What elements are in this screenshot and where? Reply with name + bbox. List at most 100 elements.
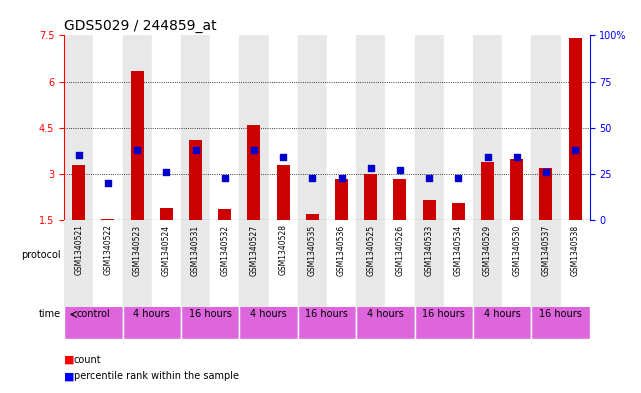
Bar (327, 220, 356, 307)
Text: GSM1340521: GSM1340521 (74, 224, 83, 275)
Bar (394, 178, 406, 220)
Text: GDS5029 / 244859_at: GDS5029 / 244859_at (64, 19, 217, 33)
Text: 4 hours: 4 hours (250, 309, 287, 320)
Text: ■: ■ (64, 371, 74, 382)
Text: GSM1340525: GSM1340525 (366, 224, 375, 275)
Bar (481, 162, 494, 220)
Bar (473, 220, 502, 307)
Point (132, 147, 142, 153)
Bar (297, 290, 356, 339)
Bar (239, 35, 269, 220)
Text: DMSO: DMSO (166, 250, 196, 261)
Bar (210, 35, 239, 220)
Bar (94, 35, 122, 220)
Bar (218, 209, 231, 220)
Text: 16 hours: 16 hours (306, 309, 348, 320)
Bar (385, 220, 415, 307)
Bar (269, 35, 297, 220)
Bar (306, 214, 319, 220)
Bar (415, 220, 444, 307)
Bar (276, 165, 290, 220)
Point (74, 152, 84, 159)
Bar (385, 35, 415, 220)
Point (365, 165, 376, 171)
Bar (122, 35, 152, 220)
Text: GSM1340533: GSM1340533 (424, 224, 433, 275)
Text: GSM1340522: GSM1340522 (103, 224, 112, 275)
Bar (239, 231, 356, 280)
Bar (297, 35, 327, 220)
Text: count: count (74, 354, 101, 365)
Text: MEK inhibitor: MEK inhibitor (265, 250, 330, 261)
Bar (502, 35, 531, 220)
Text: tankyrase inhibitor: tankyrase inhibitor (369, 250, 461, 261)
Point (424, 174, 434, 181)
Bar (181, 35, 210, 220)
Point (483, 154, 493, 160)
Bar (444, 220, 473, 307)
Bar (444, 35, 473, 220)
Text: 4 hours: 4 hours (133, 309, 170, 320)
Point (453, 174, 463, 181)
Text: 16 hours: 16 hours (539, 309, 582, 320)
Text: 4 hours: 4 hours (367, 309, 404, 320)
Bar (160, 208, 173, 220)
Bar (189, 140, 202, 220)
Point (249, 147, 259, 153)
Bar (569, 39, 581, 220)
Text: GSM1340529: GSM1340529 (483, 224, 492, 275)
Bar (335, 178, 348, 220)
Text: protocol: protocol (21, 250, 61, 261)
Text: time: time (38, 309, 61, 320)
Bar (64, 290, 122, 339)
Bar (181, 220, 210, 307)
Bar (122, 290, 181, 339)
Bar (239, 220, 269, 307)
Bar (131, 71, 144, 220)
Text: GSM1340537: GSM1340537 (542, 224, 551, 275)
Text: GSM1340530: GSM1340530 (512, 224, 521, 275)
Text: percentile rank within the sample: percentile rank within the sample (74, 371, 238, 382)
Point (190, 147, 201, 153)
Point (278, 154, 288, 160)
Text: tankyrase and MEK
inhibitors: tankyrase and MEK inhibitors (485, 245, 578, 266)
Bar (122, 220, 152, 307)
Bar (181, 290, 239, 339)
Point (570, 147, 580, 153)
Bar (422, 200, 436, 220)
Bar (356, 35, 385, 220)
Bar (539, 168, 553, 220)
Text: untreated: untreated (69, 250, 117, 261)
Bar (560, 220, 590, 307)
Text: ■: ■ (64, 354, 74, 365)
Text: GSM1340531: GSM1340531 (191, 224, 200, 275)
Text: control: control (76, 309, 110, 320)
Text: GSM1340535: GSM1340535 (308, 224, 317, 275)
Text: 16 hours: 16 hours (422, 309, 465, 320)
Bar (101, 219, 115, 220)
Bar (152, 35, 181, 220)
Bar (415, 290, 473, 339)
Bar (327, 35, 356, 220)
Point (307, 174, 317, 181)
Bar (473, 35, 502, 220)
Point (220, 174, 230, 181)
Bar (531, 35, 560, 220)
Text: GSM1340527: GSM1340527 (249, 224, 258, 275)
Point (337, 174, 347, 181)
Bar (531, 220, 560, 307)
Text: GSM1340526: GSM1340526 (395, 224, 404, 275)
Text: GSM1340536: GSM1340536 (337, 224, 346, 275)
Text: GSM1340532: GSM1340532 (221, 224, 229, 275)
Bar (94, 220, 122, 307)
Text: GSM1340534: GSM1340534 (454, 224, 463, 275)
Point (103, 180, 113, 186)
Point (512, 154, 522, 160)
Bar (510, 158, 523, 220)
Text: 16 hours: 16 hours (188, 309, 231, 320)
Bar (356, 220, 385, 307)
Point (161, 169, 171, 175)
Bar (152, 220, 181, 307)
Bar (64, 220, 94, 307)
Bar (269, 220, 297, 307)
